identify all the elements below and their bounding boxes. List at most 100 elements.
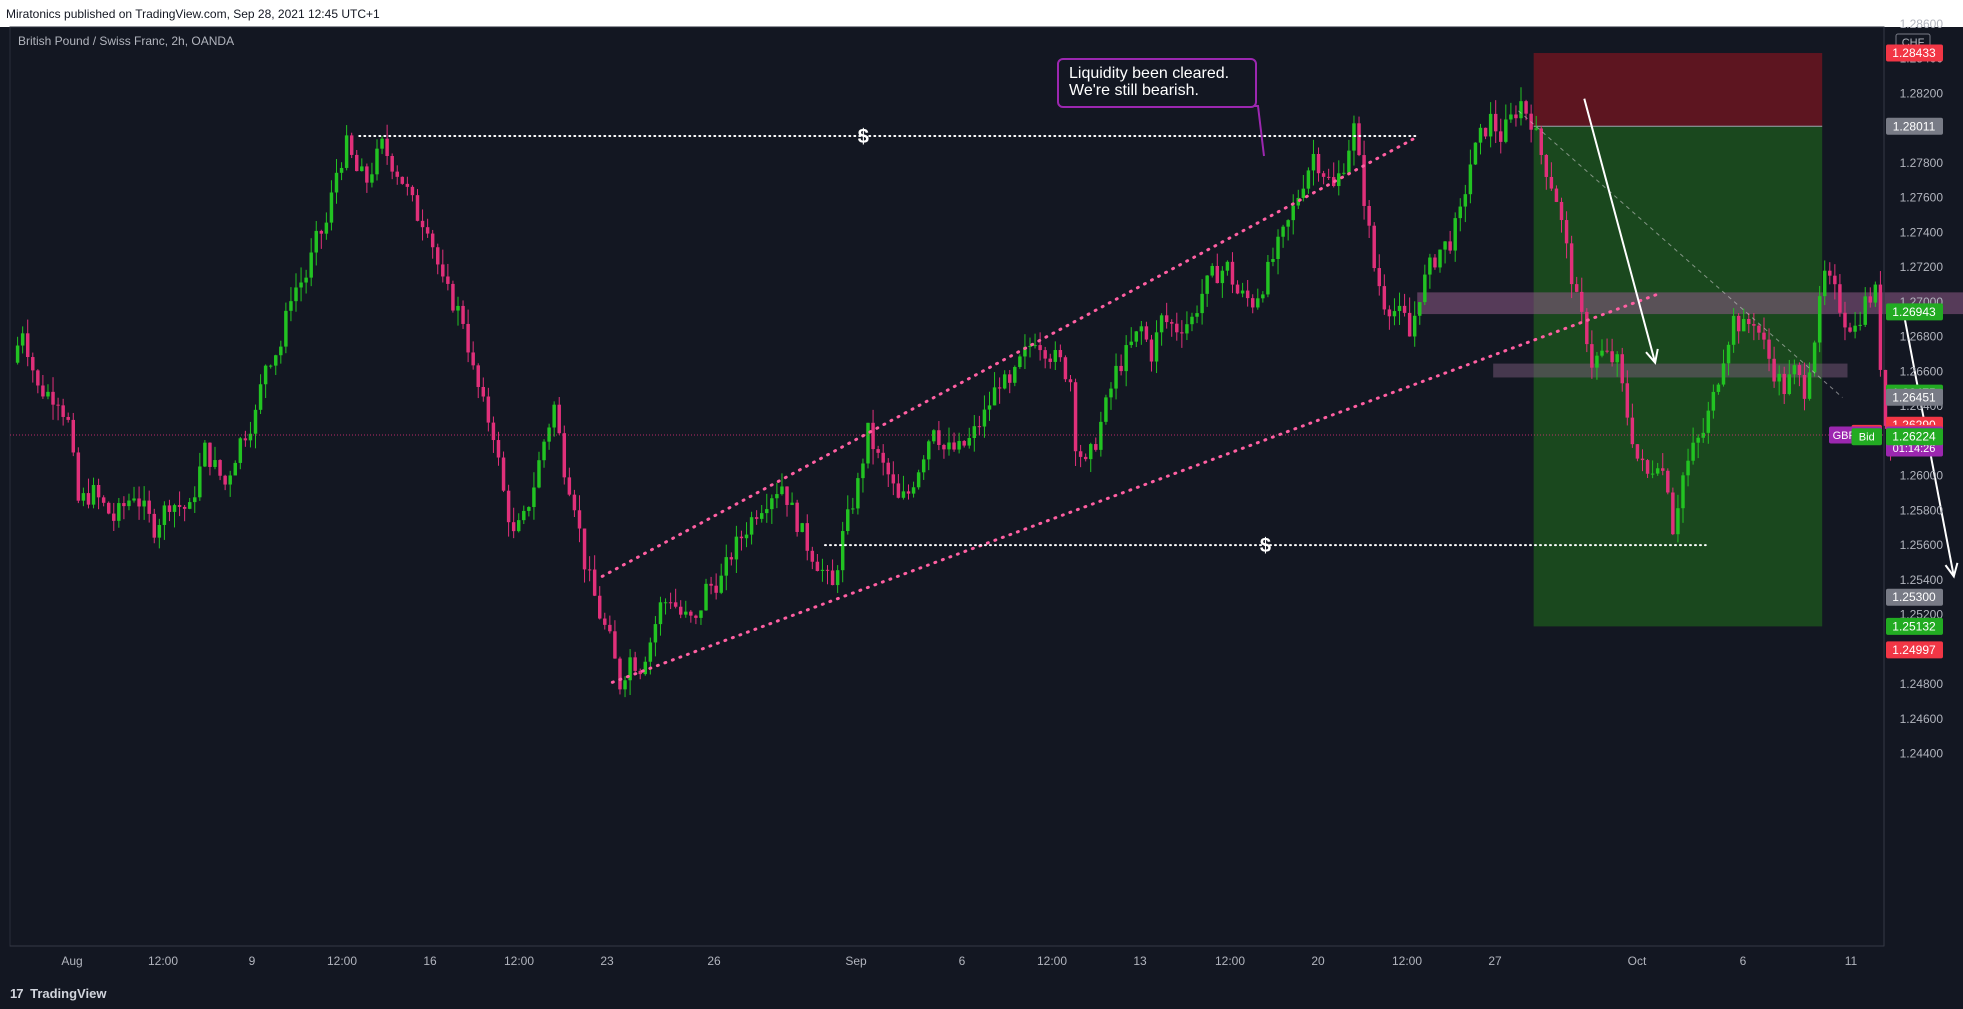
candle-body xyxy=(1828,270,1832,276)
candle-body xyxy=(916,472,921,488)
candle-body xyxy=(491,422,496,441)
candle-body xyxy=(481,386,486,397)
candle-body xyxy=(1286,220,1290,227)
drawings-layer: $$ xyxy=(10,98,1959,684)
candle-body xyxy=(1585,311,1589,345)
candle-body xyxy=(1185,324,1189,334)
candle-body xyxy=(360,166,364,172)
candle-body xyxy=(1190,316,1194,325)
y-tick-label: 1.26000 xyxy=(1900,469,1944,483)
candle-body xyxy=(1681,475,1685,509)
candle-body xyxy=(1392,311,1397,317)
candle-body xyxy=(896,483,901,498)
candle-body xyxy=(1109,388,1113,398)
candle-body xyxy=(1291,205,1295,221)
candle-body xyxy=(1119,365,1123,372)
candle-body xyxy=(1002,374,1007,389)
candle-body xyxy=(1159,315,1164,333)
candle-body xyxy=(1154,332,1159,362)
candle-body xyxy=(1833,275,1837,285)
y-tick-label: 1.27800 xyxy=(1900,156,1944,170)
candle-body xyxy=(1661,468,1665,471)
y-tick-label: 1.24600 xyxy=(1900,712,1944,726)
candle-body xyxy=(1402,305,1407,313)
candle-body xyxy=(1706,410,1711,433)
tradingview-icon: 17 xyxy=(10,986,24,1001)
candle-body xyxy=(1630,417,1635,445)
bearish-arrow xyxy=(1583,98,1657,363)
candle-body xyxy=(992,387,997,406)
candle-body xyxy=(658,602,663,625)
candle-body xyxy=(1620,354,1624,384)
candle-body xyxy=(1230,261,1235,285)
x-tick-label: 27 xyxy=(1488,954,1502,968)
candle-body xyxy=(415,195,420,221)
candle-body xyxy=(213,460,217,467)
candle-body xyxy=(122,503,126,507)
tradingview-logo[interactable]: 17 TradingView xyxy=(10,986,106,1001)
candle-body xyxy=(436,247,440,265)
candle-body xyxy=(274,355,278,366)
candle-body xyxy=(1817,296,1822,343)
candle-body xyxy=(319,230,324,234)
candle-body xyxy=(577,510,582,529)
candle-body xyxy=(1018,356,1022,368)
price-tag-text: 1.25300 xyxy=(1892,590,1936,604)
projection-line xyxy=(1518,110,1843,398)
candle-body xyxy=(759,513,764,519)
candle-body xyxy=(1458,206,1462,219)
candle-body xyxy=(1124,345,1128,372)
candle-body xyxy=(1205,275,1209,294)
candle-body xyxy=(1747,318,1751,325)
candle-body xyxy=(193,497,197,503)
x-tick-label: 13 xyxy=(1133,954,1147,968)
candle-body xyxy=(339,167,344,173)
callout-line-2: We're still bearish. xyxy=(1069,82,1199,99)
candle-body xyxy=(790,502,794,505)
price-tag-bg xyxy=(1886,388,1943,406)
x-tick-label: Aug xyxy=(61,954,82,968)
candle-body xyxy=(349,135,354,155)
annotation-callout[interactable]: Liquidity been cleared. We're still bear… xyxy=(1057,58,1257,108)
candle-body xyxy=(618,658,622,690)
candle-body xyxy=(1777,373,1781,382)
candle-body xyxy=(1271,259,1275,262)
candle-body xyxy=(76,452,81,501)
candle-body xyxy=(856,478,860,509)
candle-body xyxy=(744,534,749,539)
candle-body xyxy=(1671,492,1675,535)
candle-body xyxy=(365,166,369,183)
candle-body xyxy=(562,433,567,478)
candle-body xyxy=(1225,261,1230,271)
candle-body xyxy=(1453,218,1457,251)
candle-body xyxy=(182,506,187,509)
candle-body xyxy=(1028,345,1032,347)
candle-body xyxy=(871,422,875,450)
candle-body xyxy=(1701,432,1705,438)
price-tag: 1.25300 xyxy=(1886,588,1943,606)
candle-body xyxy=(1418,302,1422,316)
candle-body xyxy=(56,404,60,406)
candle-body xyxy=(304,277,308,283)
candle-body xyxy=(1569,243,1574,285)
candle-body xyxy=(263,365,268,385)
candle-body xyxy=(162,505,167,525)
candle-body xyxy=(1468,164,1473,195)
candle-body xyxy=(668,602,673,604)
footer-bar: 17 TradingView xyxy=(0,980,1963,1009)
candle-body xyxy=(800,523,804,532)
candle-body xyxy=(101,497,106,503)
candle-body xyxy=(1063,357,1068,380)
candle-body xyxy=(876,449,880,453)
x-tick-label: 6 xyxy=(1740,954,1747,968)
candle-body xyxy=(785,486,789,505)
price-tag: 1.26451 xyxy=(1886,388,1943,406)
y-tick-label: 1.28200 xyxy=(1900,86,1944,100)
candle-body xyxy=(66,416,70,420)
candle-body xyxy=(997,387,1002,389)
candle-body xyxy=(1878,284,1883,370)
candle-body xyxy=(840,531,845,571)
candle-body xyxy=(1635,444,1640,459)
candle-body xyxy=(673,602,678,607)
